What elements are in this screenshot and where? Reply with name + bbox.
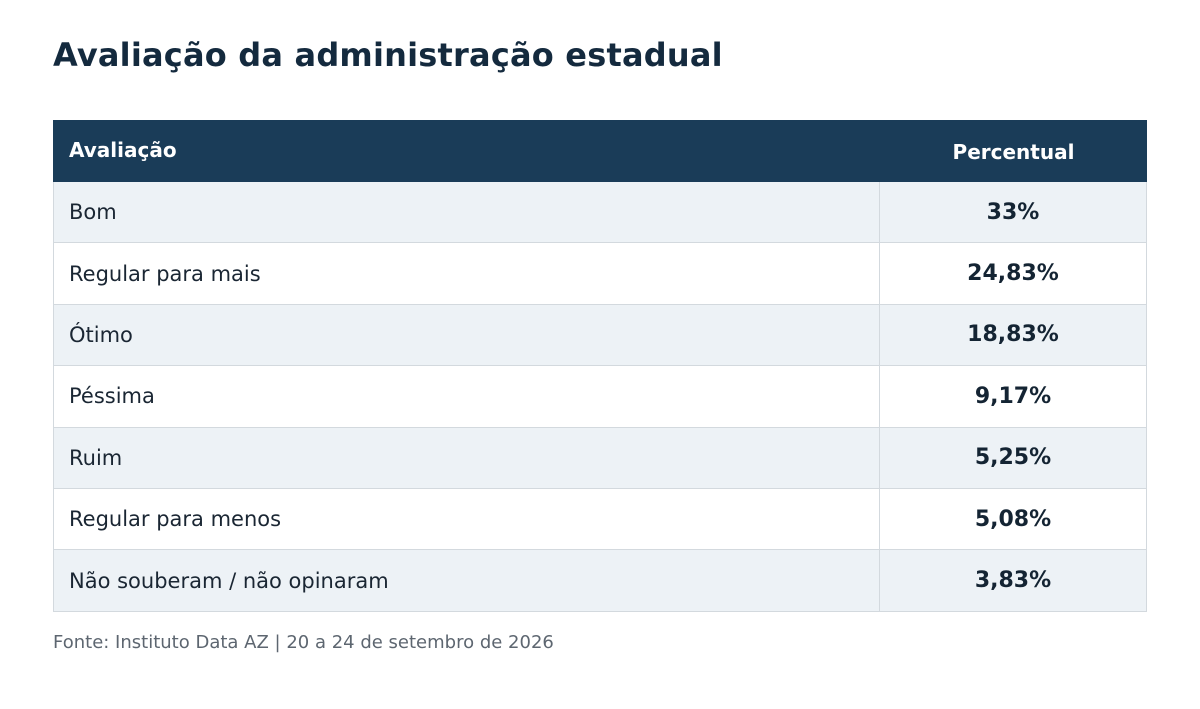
table-row: Ruim 5,25% <box>53 427 1147 489</box>
table-row: Péssima 9,17% <box>53 366 1147 428</box>
header-percentage: Percentual <box>952 140 1075 164</box>
row-label: Bom <box>54 182 880 243</box>
row-value: 24,83% <box>967 261 1059 287</box>
table-row: Regular para menos 5,08% <box>53 488 1147 551</box>
header-evaluation: Avaliação <box>69 138 177 162</box>
chart-title: Avaliação da administração estadual <box>53 36 723 74</box>
row-value: 18,83% <box>967 322 1059 348</box>
source-note: Fonte: Instituto Data AZ | 20 a 24 de se… <box>53 632 554 653</box>
row-label: Regular para mais <box>54 243 880 304</box>
row-label: Péssima <box>54 366 880 427</box>
table-row: Ótimo 18,83% <box>53 304 1147 367</box>
row-value: 5,08% <box>974 506 1052 532</box>
table-row: Bom 33% <box>53 182 1147 244</box>
row-value: 3,83% <box>974 568 1052 594</box>
row-label: Regular para menos <box>54 488 880 550</box>
row-value: 5,25% <box>974 445 1052 471</box>
table-row: Regular para mais 24,83% <box>53 243 1147 305</box>
row-value: 9,17% <box>974 383 1052 409</box>
table-row: Não souberam / não opinaram 3,83% <box>53 550 1147 612</box>
results-table: Avaliação Percentual Bom 33% Regular par… <box>53 120 1147 612</box>
row-value: 33% <box>986 199 1040 225</box>
row-label: Não souberam / não opinaram <box>54 550 880 611</box>
row-label: Ótimo <box>54 304 880 366</box>
row-label: Ruim <box>54 427 880 488</box>
table-header: Avaliação Percentual <box>53 120 1147 182</box>
